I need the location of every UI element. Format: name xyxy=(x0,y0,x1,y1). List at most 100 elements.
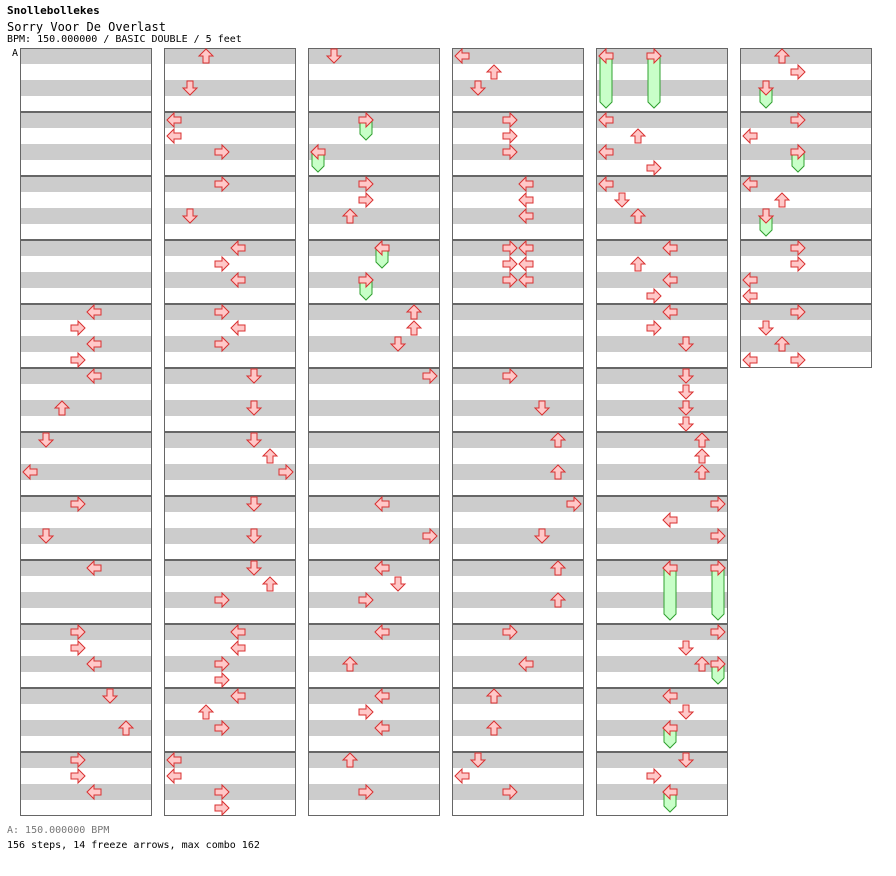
down-arrow-icon xyxy=(325,48,343,64)
right-arrow-icon xyxy=(502,367,518,385)
beat-stripe xyxy=(452,432,584,448)
down-arrow-icon xyxy=(101,688,119,704)
measure-box xyxy=(596,624,728,688)
beat-stripe xyxy=(452,416,584,432)
beat-stripe xyxy=(596,560,728,576)
right-arrow-icon xyxy=(70,495,86,513)
freeze-arrow-head-icon xyxy=(710,655,726,673)
beat-stripe xyxy=(308,336,440,352)
measure-box xyxy=(308,48,440,112)
right-arrow-icon xyxy=(710,527,726,545)
left-arrow-icon xyxy=(166,767,182,785)
up-arrow-icon xyxy=(485,720,503,736)
beat-stripe xyxy=(452,336,584,352)
right-arrow-icon xyxy=(358,591,374,609)
down-arrow-icon xyxy=(245,528,263,544)
beat-stripe xyxy=(164,800,296,816)
up-arrow-icon xyxy=(629,208,647,224)
beat-stripe xyxy=(164,736,296,752)
right-arrow-icon xyxy=(70,767,86,785)
right-arrow-icon xyxy=(70,623,86,641)
beat-stripe xyxy=(164,320,296,336)
left-arrow-icon xyxy=(230,239,246,257)
beat-stripe xyxy=(596,752,728,768)
freeze-arrow-head-icon xyxy=(662,719,678,737)
right-arrow-icon xyxy=(502,239,518,257)
freeze-arrow-head-icon xyxy=(757,208,775,224)
beat-stripe xyxy=(308,512,440,528)
beat-stripe xyxy=(164,256,296,272)
beat-stripe xyxy=(740,320,872,336)
up-arrow-icon xyxy=(341,208,359,224)
beat-stripe xyxy=(20,448,152,464)
freeze-arrow-head-icon xyxy=(757,80,775,96)
beat-stripe xyxy=(20,688,152,704)
measure-box xyxy=(164,176,296,240)
beat-stripe xyxy=(164,656,296,672)
down-arrow-icon xyxy=(181,80,199,96)
left-arrow-icon xyxy=(742,175,758,193)
beat-stripe xyxy=(308,640,440,656)
beat-stripe xyxy=(164,432,296,448)
right-arrow-icon xyxy=(502,127,518,145)
beat-stripe xyxy=(596,416,728,432)
beat-stripe xyxy=(452,512,584,528)
beat-stripe xyxy=(740,64,872,80)
beat-stripe xyxy=(308,112,440,128)
beat-stripe xyxy=(308,368,440,384)
beat-stripe xyxy=(164,176,296,192)
beat-stripe xyxy=(164,592,296,608)
beat-stripe xyxy=(596,608,728,624)
beat-stripe xyxy=(164,416,296,432)
beat-stripe xyxy=(596,720,728,736)
footer-bpm: A: 150.000000 BPM xyxy=(7,825,110,836)
right-arrow-icon xyxy=(214,783,230,801)
beat-stripe xyxy=(596,704,728,720)
beat-stripe xyxy=(308,64,440,80)
beat-stripe xyxy=(596,688,728,704)
beat-stripe xyxy=(740,80,872,96)
beat-stripe xyxy=(164,512,296,528)
beat-stripe xyxy=(452,176,584,192)
down-arrow-icon xyxy=(677,640,695,656)
beat-stripe xyxy=(452,368,584,384)
beat-stripe xyxy=(164,752,296,768)
measure-box xyxy=(740,176,872,240)
beat-stripe xyxy=(596,240,728,256)
beat-stripe xyxy=(596,64,728,80)
beat-stripe xyxy=(308,688,440,704)
beat-stripe xyxy=(452,80,584,96)
beat-stripe xyxy=(596,384,728,400)
beat-stripe xyxy=(596,800,728,816)
right-arrow-icon xyxy=(422,527,438,545)
beat-stripe xyxy=(452,752,584,768)
measure-box xyxy=(596,688,728,752)
down-arrow-icon xyxy=(677,368,695,384)
beat-stripe xyxy=(452,144,584,160)
beat-stripe xyxy=(596,272,728,288)
right-arrow-icon xyxy=(358,703,374,721)
left-arrow-icon xyxy=(86,783,102,801)
measure-box xyxy=(596,496,728,560)
beat-stripe xyxy=(164,368,296,384)
freeze-arrow-head-icon xyxy=(358,271,374,289)
beat-stripe xyxy=(452,304,584,320)
beat-stripe xyxy=(308,736,440,752)
down-arrow-icon xyxy=(469,752,487,768)
right-arrow-icon xyxy=(70,351,86,369)
up-arrow-icon xyxy=(261,576,279,592)
right-arrow-icon xyxy=(790,255,806,273)
up-arrow-icon xyxy=(117,720,135,736)
left-arrow-icon xyxy=(518,207,534,225)
beat-stripe xyxy=(452,288,584,304)
measure-box xyxy=(164,496,296,560)
right-arrow-icon xyxy=(502,255,518,273)
beat-stripe xyxy=(308,464,440,480)
down-arrow-icon xyxy=(677,336,695,352)
beat-stripe xyxy=(20,464,152,480)
beat-stripe xyxy=(452,800,584,816)
beat-stripe xyxy=(308,384,440,400)
left-arrow-icon xyxy=(166,751,182,769)
left-arrow-icon xyxy=(518,255,534,273)
beat-stripe xyxy=(308,752,440,768)
